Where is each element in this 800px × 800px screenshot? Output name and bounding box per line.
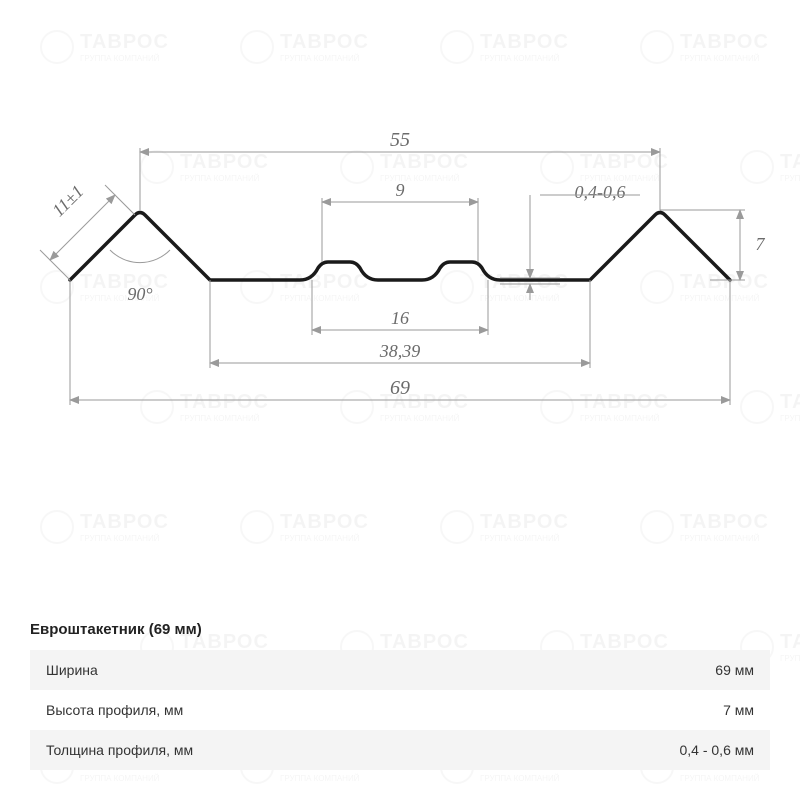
spec-value: 0,4 - 0,6 мм [679, 742, 754, 758]
dim-total: 69 [390, 377, 410, 399]
dim-thickness: 0,4-0,6 [575, 182, 626, 202]
dim-height: 7 [756, 234, 766, 254]
spec-table: Евроштакетник (69 мм) Ширина 69 мм Высота … [30, 621, 770, 770]
spec-value: 7 мм [723, 702, 754, 718]
table-title: Евроштакетник (69 мм) [30, 621, 770, 638]
spec-label: Толщина профиля, мм [46, 742, 193, 758]
dim-side: 11±1 [48, 181, 87, 220]
profile-diagram: 55 9 0,4-0,6 7 11±1 90° 16 38,39 69 [0, 0, 800, 560]
dim-top-width: 55 [390, 129, 410, 151]
dim-mid: 16 [391, 308, 409, 328]
dim-angle: 90° [127, 284, 152, 304]
spec-label: Ширина [46, 662, 98, 678]
profile-path [70, 213, 730, 281]
dim-bump: 9 [396, 180, 405, 200]
table-row: Высота профиля, мм 7 мм [30, 690, 770, 730]
dim-inner: 38,39 [379, 341, 421, 361]
table-row: Ширина 69 мм [30, 650, 770, 690]
spec-value: 69 мм [715, 662, 754, 678]
table-row: Толщина профиля, мм 0,4 - 0,6 мм [30, 730, 770, 770]
spec-label: Высота профиля, мм [46, 702, 183, 718]
